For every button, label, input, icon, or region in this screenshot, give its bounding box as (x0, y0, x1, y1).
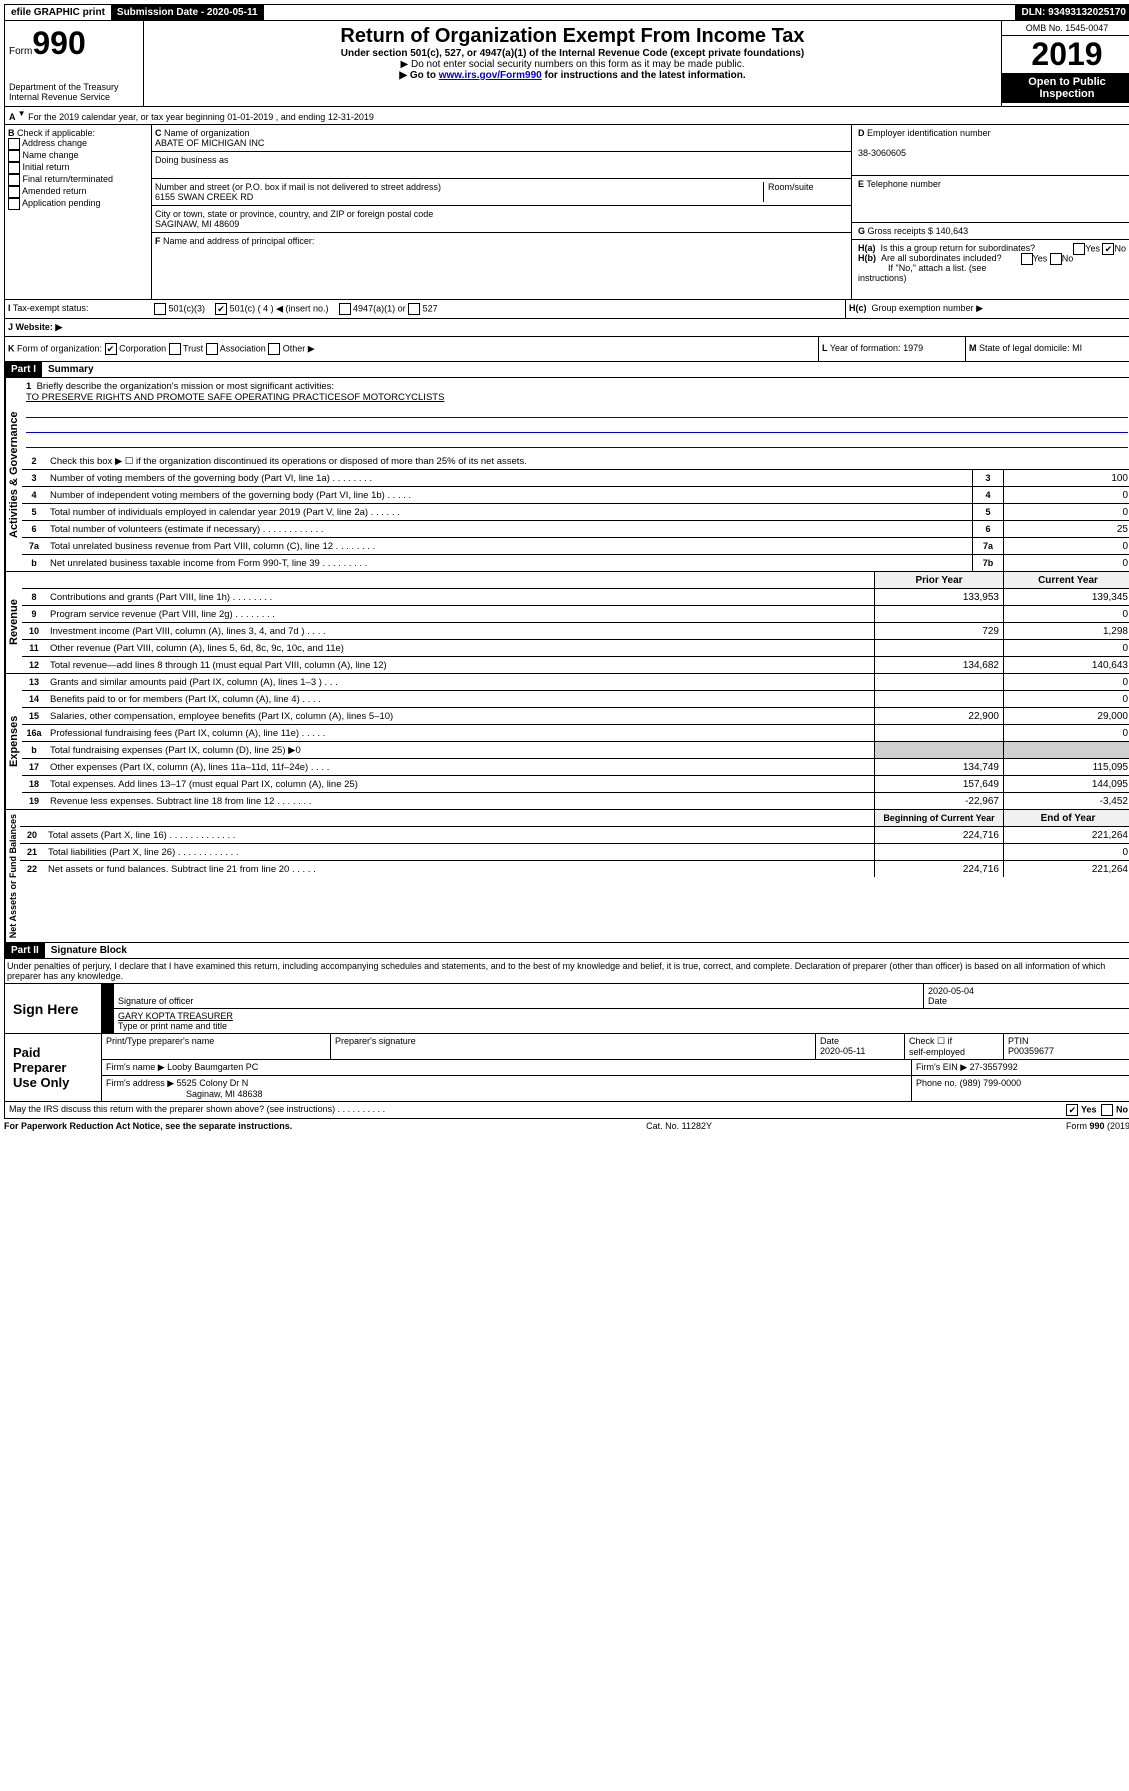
vert-expenses: Expenses (5, 674, 22, 809)
goto-instruction: ▶ Go to www.irs.gov/Form990 for instruct… (148, 70, 997, 81)
ssn-warning: ▶ Do not enter social security numbers o… (148, 59, 997, 70)
line-a: A ▼ For the 2019 calendar year, or tax y… (4, 107, 1129, 125)
footer: For Paperwork Reduction Act Notice, see … (4, 1119, 1129, 1133)
form990-link[interactable]: www.irs.gov/Form990 (439, 70, 542, 81)
subtitle: Under section 501(c), 527, or 4947(a)(1)… (148, 48, 997, 59)
vert-revenue: Revenue (5, 572, 22, 673)
sign-here-block: Sign Here Signature of officer 2020-05-0… (4, 984, 1129, 1034)
submission-date-button[interactable]: Submission Date - 2020-05-11 (111, 5, 264, 20)
ein-value: 38-3060605 (858, 148, 906, 158)
part1-header: Part I (5, 362, 42, 377)
tax-year: 2019 (1002, 36, 1129, 73)
mission-text: TO PRESERVE RIGHTS AND PROMOTE SAFE OPER… (26, 392, 444, 403)
part2-header: Part II (5, 943, 45, 958)
entity-info-block: B Check if applicable: Address change Na… (4, 125, 1129, 300)
part1-title: Summary (42, 362, 100, 377)
paid-preparer-block: Paid Preparer Use Only Print/Type prepar… (4, 1034, 1129, 1102)
dept-label: Department of the Treasury (9, 82, 139, 92)
form-number: 990 (32, 25, 85, 61)
part2-title: Signature Block (45, 943, 133, 958)
org-city: SAGINAW, MI 48609 (155, 219, 239, 229)
form-prefix: Form (9, 46, 32, 57)
org-name: ABATE OF MICHIGAN INC (155, 138, 264, 148)
perjury-declaration: Under penalties of perjury, I declare th… (4, 959, 1129, 984)
discuss-row: May the IRS discuss this return with the… (4, 1102, 1129, 1119)
col-b-checkboxes: B Check if applicable: Address change Na… (5, 125, 152, 299)
vert-netassets: Net Assets or Fund Balances (5, 810, 20, 942)
vert-governance: Activities & Governance (5, 378, 22, 571)
dln-label: DLN: 93493132025170 (1015, 5, 1129, 20)
part1-table: Activities & Governance 1 Briefly descri… (4, 378, 1129, 572)
top-bar: efile GRAPHIC print Submission Date - 20… (4, 4, 1129, 21)
org-address: 6155 SWAN CREEK RD (155, 192, 253, 202)
irs-label: Internal Revenue Service (9, 92, 139, 102)
open-public-badge: Open to Public Inspection (1002, 73, 1129, 103)
efile-label: efile GRAPHIC print (5, 5, 111, 20)
form-header: Form990 Department of the Treasury Inter… (4, 21, 1129, 107)
gross-receipts: 140,643 (936, 226, 969, 236)
main-title: Return of Organization Exempt From Incom… (148, 25, 997, 48)
omb-number: OMB No. 1545-0047 (1002, 21, 1129, 36)
